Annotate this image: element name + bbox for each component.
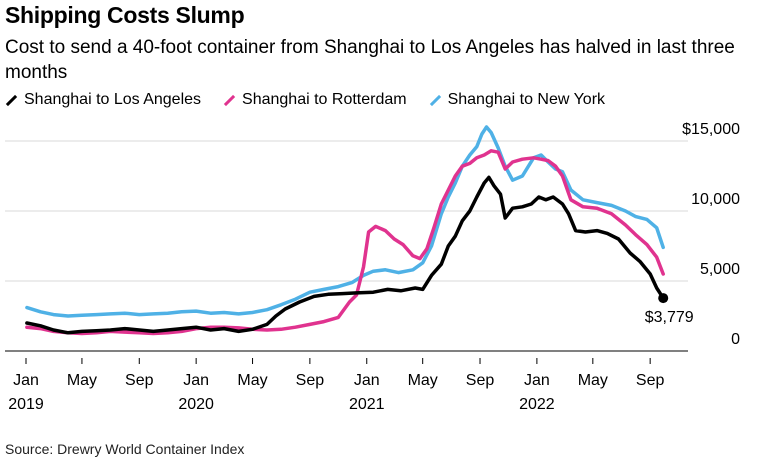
legend-label-new-york: Shanghai to New York bbox=[447, 91, 606, 108]
y-tick-label: 10,000 bbox=[691, 191, 740, 208]
legend-item-new-york: Shanghai to New York bbox=[429, 91, 605, 109]
series-line-shanghai-to-rotterdam bbox=[25, 149, 665, 336]
x-tick-label: Jan bbox=[13, 372, 39, 389]
legend-swatch-new-york bbox=[429, 94, 441, 106]
x-tick-label: May bbox=[67, 372, 97, 389]
x-tick-label: Jan bbox=[524, 372, 550, 389]
x-tick-year: 2019 bbox=[8, 396, 44, 413]
x-tick-label: Sep bbox=[296, 372, 325, 389]
legend-label-los-angeles: Shanghai to Los Angeles bbox=[24, 91, 202, 108]
series-line-shanghai-to-los-angeles bbox=[25, 175, 665, 335]
x-tick-label: May bbox=[578, 372, 608, 389]
legend-swatch-rotterdam bbox=[223, 94, 236, 106]
y-tick-label: 0 bbox=[731, 331, 740, 348]
x-tick-label: Sep bbox=[125, 372, 154, 389]
legend-label-rotterdam: Shanghai to Rotterdam bbox=[242, 91, 407, 108]
x-tick-label: Sep bbox=[466, 372, 495, 389]
x-tick-year: 2022 bbox=[519, 396, 555, 413]
x-tick-label: Jan bbox=[183, 372, 209, 389]
series-line-shanghai-to-new-york bbox=[25, 125, 665, 318]
line-chart: $15,000 10,000 5,000 0 Jan 2019 May Sep Jan 2020 M… bbox=[5, 121, 740, 413]
end-point-label: $3,779 bbox=[645, 309, 694, 326]
x-tick-label: May bbox=[408, 372, 438, 389]
x-tick-label: Jan bbox=[354, 372, 380, 389]
legend-item-rotterdam: Shanghai to Rotterdam bbox=[223, 91, 407, 109]
legend: Shanghai to Los Angeles Shanghai to Rott… bbox=[5, 91, 605, 109]
y-tick-label: 5,000 bbox=[700, 261, 740, 278]
x-tick-label: May bbox=[237, 372, 267, 389]
x-tick-year: 2020 bbox=[178, 396, 214, 413]
legend-swatch-los-angeles bbox=[5, 94, 18, 106]
x-tick-label: Sep bbox=[636, 372, 665, 389]
end-point-marker bbox=[658, 293, 669, 304]
source-note: Source: Drewry World Container Index bbox=[5, 441, 245, 457]
y-tick-label: $15,000 bbox=[682, 121, 740, 138]
chart-title: Shipping Costs Slump bbox=[5, 2, 245, 28]
x-tick-year: 2021 bbox=[349, 396, 385, 413]
chart-subtitle: Cost to send a 40-foot container from Sh… bbox=[5, 37, 735, 83]
legend-item-los-angeles: Shanghai to Los Angeles bbox=[5, 91, 201, 109]
